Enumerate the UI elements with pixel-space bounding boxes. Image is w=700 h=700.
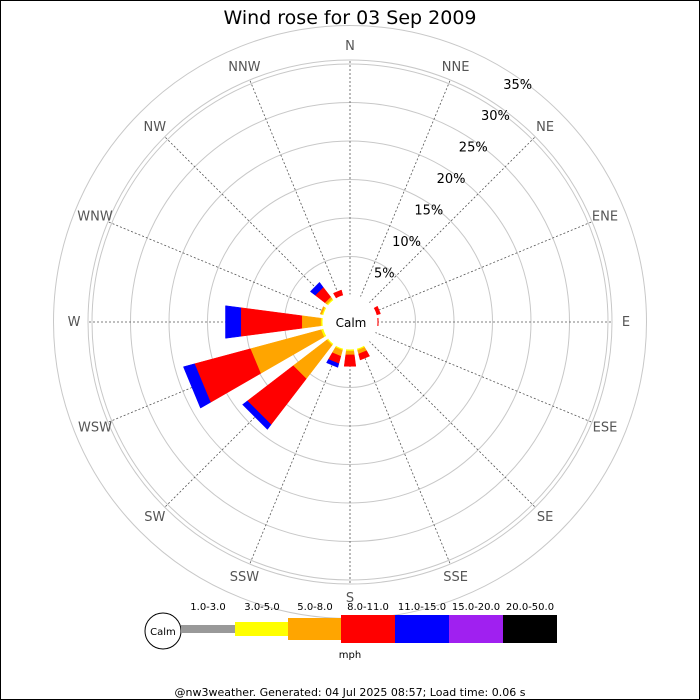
spoke-ssw <box>249 346 341 565</box>
speed-legend: Calm 1.0-3.0 3.0-5.0 5.0-8.0 8.0-11.0 11.0-1… <box>144 602 557 650</box>
pct-label-15: 15% <box>414 204 443 219</box>
legend-label-1: 3.0-5.0 <box>244 602 279 613</box>
spoke-ene <box>374 221 593 313</box>
pct-label-5: 5% <box>374 266 395 281</box>
bar-s-5.0-8.0 <box>345 350 355 356</box>
spoke-ese <box>374 331 593 423</box>
direction-label-wsw: WSW <box>78 421 112 436</box>
spoke-sse <box>359 346 451 565</box>
pct-label-35: 35% <box>503 78 532 93</box>
direction-label-w: W <box>68 315 81 330</box>
direction-label-ese: ESE <box>593 421 618 436</box>
grid-ring-outer <box>87 59 613 585</box>
bar-w-11.0-15.0 <box>225 305 242 339</box>
spoke-nne <box>359 79 451 298</box>
direction-labels: N NNE NE ENE E ESE SE SSE S SSW SW WSW W WNW NW NNW <box>68 39 631 606</box>
spoke-nw <box>164 136 332 304</box>
legend-label-2: 5.0-8.0 <box>297 602 332 613</box>
direction-label-sw: SW <box>144 510 165 525</box>
legend-label-5: 15.0-20.0 <box>452 602 500 613</box>
pct-label-30: 30% <box>481 109 510 124</box>
bar-sse-8.0-11.0 <box>358 350 370 361</box>
spoke-nnw <box>249 79 341 298</box>
legend-swatch-3 <box>341 615 395 643</box>
grid-ring-2 <box>207 179 493 465</box>
spoke-sw <box>164 340 332 508</box>
pct-label-25: 25% <box>459 141 488 156</box>
direction-label-ene: ENE <box>592 209 618 224</box>
chart-title: Wind rose for 03 Sep 2009 <box>223 7 476 29</box>
direction-label-se: SE <box>537 510 553 525</box>
direction-label-ssw: SSW <box>230 570 260 585</box>
pct-label-10: 10% <box>392 235 421 250</box>
legend-unit-label: mph <box>339 650 361 661</box>
legend-swatch-6 <box>503 615 557 643</box>
direction-label-n: N <box>345 39 355 54</box>
spoke-ne <box>368 136 536 304</box>
direction-label-e: E <box>622 315 630 330</box>
legend-label-4: 11.0-15.0 <box>398 602 446 613</box>
calm-circle <box>322 294 378 350</box>
percentage-labels: 5% 10% 15% 20% 25% 30% 35% <box>374 78 532 282</box>
direction-label-wnw: WNW <box>77 209 113 224</box>
direction-label-s: S <box>346 591 354 606</box>
bar-s-8.0-11.0 <box>343 354 357 367</box>
direction-label-ne: NE <box>536 120 554 135</box>
legend-swatch-2 <box>288 618 342 640</box>
legend-label-0: 1.0-3.0 <box>190 602 225 613</box>
pct-label-20: 20% <box>437 172 466 187</box>
calm-label: Calm <box>336 316 367 330</box>
bar-w-5.0-8.0 <box>301 315 322 329</box>
direction-label-sse: SSE <box>443 570 468 585</box>
direction-label-nw: NW <box>144 120 167 135</box>
bar-wnw-5.0-8.0 <box>319 306 325 315</box>
bar-ssw-11.0-15.0 <box>326 359 340 368</box>
spoke-wnw <box>107 221 326 313</box>
legend-calm-label: Calm <box>150 627 176 638</box>
legend-swatch-1 <box>235 622 289 636</box>
legend-swatch-4 <box>395 615 449 643</box>
bar-nw-11.0-15.0 <box>309 281 324 296</box>
spoke-se <box>368 340 536 508</box>
grid-ring-5 <box>91 63 609 581</box>
bar-sw-11.0-15.0 <box>242 400 272 430</box>
footer-text: @nw3weather. Generated: 04 Jul 2025 08:5… <box>175 686 526 699</box>
legend-label-3: 8.0-11.0 <box>347 602 389 613</box>
direction-label-nne: NNE <box>442 60 470 75</box>
direction-label-nnw: NNW <box>228 60 260 75</box>
bar-wsw-11.0-15.0 <box>183 363 211 409</box>
wind-bars <box>183 281 381 430</box>
legend-label-6: 20.0-50.0 <box>506 602 554 613</box>
legend-swatch-5 <box>449 615 503 643</box>
legend-swatch-0 <box>181 625 235 633</box>
